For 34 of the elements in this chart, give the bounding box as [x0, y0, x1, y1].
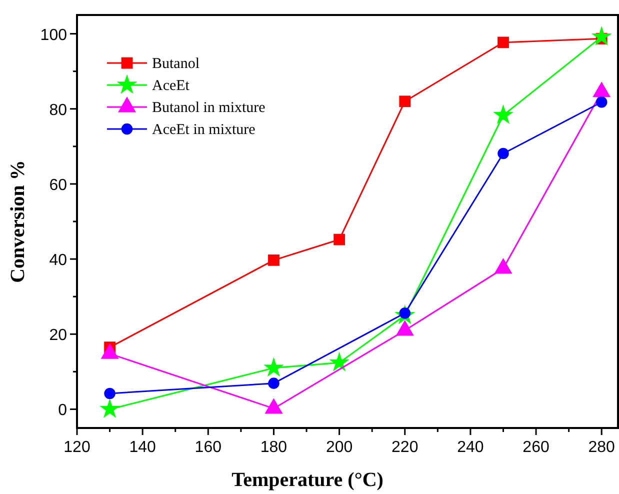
- legend-label: AceEt: [152, 78, 190, 94]
- y-tick-label: 40: [49, 252, 68, 270]
- x-tick-label: 200: [326, 439, 353, 456]
- x-tick-label: 280: [588, 439, 616, 456]
- point: [100, 398, 120, 418]
- point: [596, 96, 608, 108]
- point: [498, 36, 509, 48]
- legend-label: AceEt in mixture: [152, 122, 256, 138]
- x-axis-title: Temperature (°C): [232, 469, 384, 491]
- point: [591, 26, 612, 46]
- y-tick-label: 20: [49, 327, 68, 344]
- point: [268, 254, 280, 266]
- point: [104, 388, 116, 400]
- point: [493, 104, 514, 124]
- point: [399, 96, 411, 108]
- y-tick-label: 80: [49, 102, 68, 119]
- point: [334, 234, 346, 246]
- point: [329, 352, 350, 372]
- point: [268, 378, 280, 389]
- x-tick-label: 260: [522, 439, 550, 456]
- x-tick-label: 240: [457, 439, 484, 456]
- x-tick-label: 120: [64, 439, 90, 456]
- x-tick-label: 140: [129, 439, 156, 456]
- point: [498, 148, 509, 160]
- legend-label: Butanol in mixture: [152, 100, 266, 116]
- x-tick-label: 160: [194, 439, 222, 456]
- point: [263, 357, 284, 377]
- x-tick-label: 220: [392, 439, 418, 456]
- y-tick-label: 60: [49, 176, 68, 194]
- y-tick-label: 0: [58, 402, 68, 420]
- x-tick-label: 180: [260, 439, 288, 456]
- y-axis-title: Conversion %: [7, 160, 29, 283]
- y-tick-label: 100: [40, 26, 68, 44]
- legend-label: Butanol: [152, 56, 200, 72]
